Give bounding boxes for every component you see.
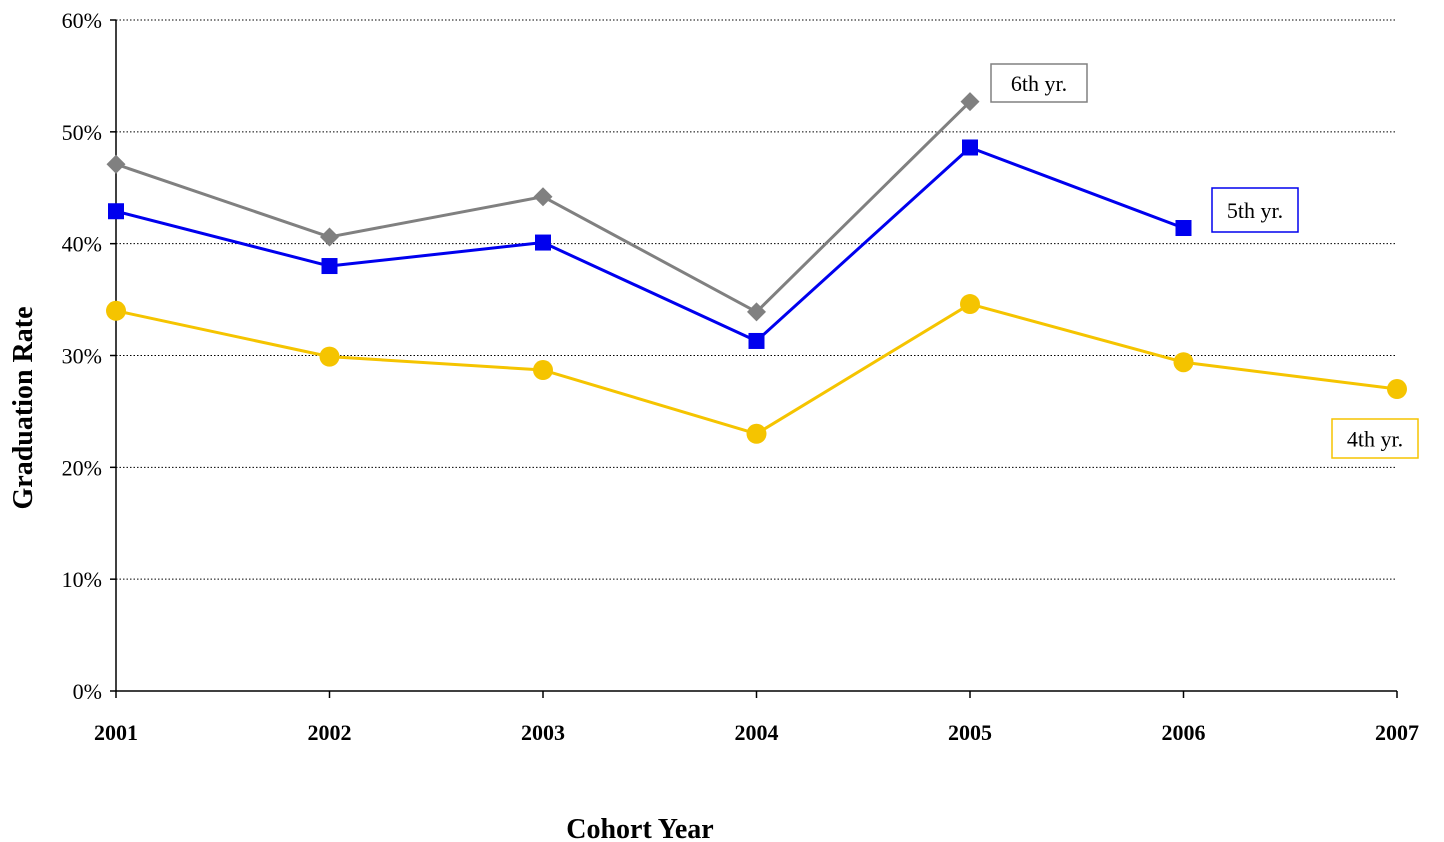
label-box-5th-yr: 5th yr. [1211, 187, 1299, 233]
x-tick-label: 2001 [94, 720, 138, 745]
label-box-6th-yr: 6th yr. [990, 63, 1088, 103]
y-tick-label: 0% [73, 679, 102, 704]
data-point [1173, 352, 1194, 373]
series-line [115, 145, 1185, 343]
series-name-label: 6th yr. [1011, 71, 1067, 96]
x-axis-title: Cohort Year [566, 814, 713, 842]
x-tick-label: 2005 [948, 720, 992, 745]
x-tick-label: 2007 [1375, 720, 1419, 745]
data-point [108, 203, 124, 220]
data-point [320, 227, 339, 247]
series-4th-yr [106, 294, 1407, 444]
y-tick-label: 40% [62, 232, 102, 257]
axes [110, 19, 1398, 698]
data-point [1175, 220, 1192, 237]
label-box-border [1211, 187, 1299, 233]
series-name-label: 4th yr. [1347, 427, 1403, 452]
y-axis-title: Graduation Rate [8, 307, 39, 510]
series-labels: 6th yr. 5th yr. 4th yr. [990, 63, 1419, 459]
gridlines [116, 19, 1397, 580]
y-tick-label: 50% [62, 120, 102, 145]
data-point [962, 139, 978, 156]
data-point [535, 234, 551, 251]
data-point [533, 360, 553, 381]
label-box-border [990, 63, 1088, 103]
y-tick-label: 60% [62, 8, 102, 33]
series-line [115, 302, 1398, 436]
data-point [319, 346, 340, 367]
series-group [106, 92, 1407, 444]
x-tick-labels: 2001 2002 2003 2004 2005 2006 2007 [94, 720, 1419, 745]
y-tick-label: 10% [62, 567, 102, 592]
x-tick-label: 2006 [1162, 720, 1206, 745]
data-point [106, 154, 126, 174]
x-tick-label: 2002 [308, 720, 352, 745]
y-tick-labels: 0% 10% 20% 30% 40% 50% 60% [62, 8, 102, 704]
data-point [106, 300, 126, 321]
y-tick-label: 20% [62, 455, 102, 480]
series-name-label: 5th yr. [1227, 198, 1283, 223]
data-point [1387, 379, 1407, 400]
x-tick-label: 2004 [735, 720, 779, 745]
label-box-4th-yr: 4th yr. [1331, 418, 1419, 459]
series-5th-yr [108, 139, 1192, 349]
data-point [746, 423, 767, 444]
data-point [747, 302, 766, 322]
series-line [115, 100, 972, 314]
data-point [533, 187, 553, 207]
x-tick-label: 2003 [521, 720, 565, 745]
label-box-border [1331, 418, 1419, 459]
data-point [960, 294, 980, 315]
data-point [321, 258, 338, 275]
data-point [960, 92, 980, 112]
data-point [748, 332, 765, 349]
series-6th-yr [106, 92, 980, 322]
y-tick-label: 30% [62, 344, 102, 369]
